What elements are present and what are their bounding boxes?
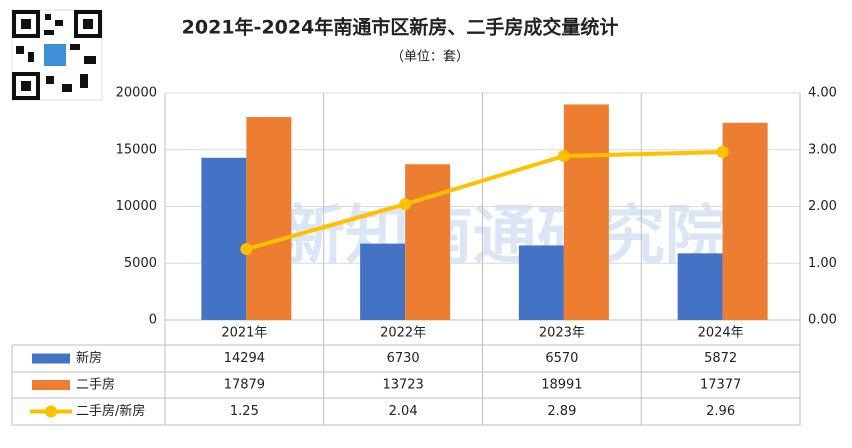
bar [518,245,564,320]
y-tick-label: 20000 [116,86,157,101]
table-value: 14294 [224,351,265,366]
legend-label: 二手房 [76,377,115,393]
y2-tick-label: 3.00 [808,142,837,157]
legend-label: 新房 [76,350,102,366]
table-value: 1.25 [230,404,259,419]
y-tick-label: 5000 [124,256,157,271]
table-value: 6570 [545,351,578,366]
table-value: 13723 [382,378,423,393]
bar [360,243,406,320]
x-tick-label: 2023年 [539,326,585,341]
y2-tick-label: 2.00 [808,199,837,214]
y2-tick-label: 4.00 [808,86,837,101]
bar [563,104,609,320]
legend-key [32,380,70,390]
x-tick-label: 2024年 [698,326,744,341]
table-value: 5872 [704,351,737,366]
y2-tick-label: 0.00 [808,313,837,328]
table-value: 2.96 [706,404,735,419]
table-value: 17377 [700,378,741,393]
bar [722,122,768,320]
qr-code [11,9,103,101]
line-point [240,243,253,256]
y-tick-label: 0 [149,313,157,328]
x-tick-label: 2022年 [380,326,426,341]
table-value: 18991 [541,378,582,393]
chart-subtitle: （单位：套） [391,49,469,65]
line-point [399,198,412,211]
bar [201,157,247,320]
y-tick-label: 15000 [116,142,157,157]
line-point [716,146,729,159]
legend-key [45,405,57,418]
line [245,150,723,251]
legend-label: 二手房/新房 [76,403,145,419]
chart-title: 2021年-2024年南通市区新房、二手房成交量统计 [182,16,619,39]
bar [246,117,292,320]
y-tick-label: 10000 [116,199,157,214]
line-point [557,149,570,162]
table-value: 17879 [224,378,265,393]
bar [677,253,723,320]
bar [405,164,451,320]
watermark: 新知南通研究院 [281,200,729,274]
table-value: 2.04 [389,404,418,419]
y2-tick-label: 1.00 [808,256,837,271]
table-value: 2.89 [547,404,576,419]
table-value: 6730 [387,351,420,366]
x-tick-label: 2021年 [221,326,267,341]
legend-key [32,353,70,364]
